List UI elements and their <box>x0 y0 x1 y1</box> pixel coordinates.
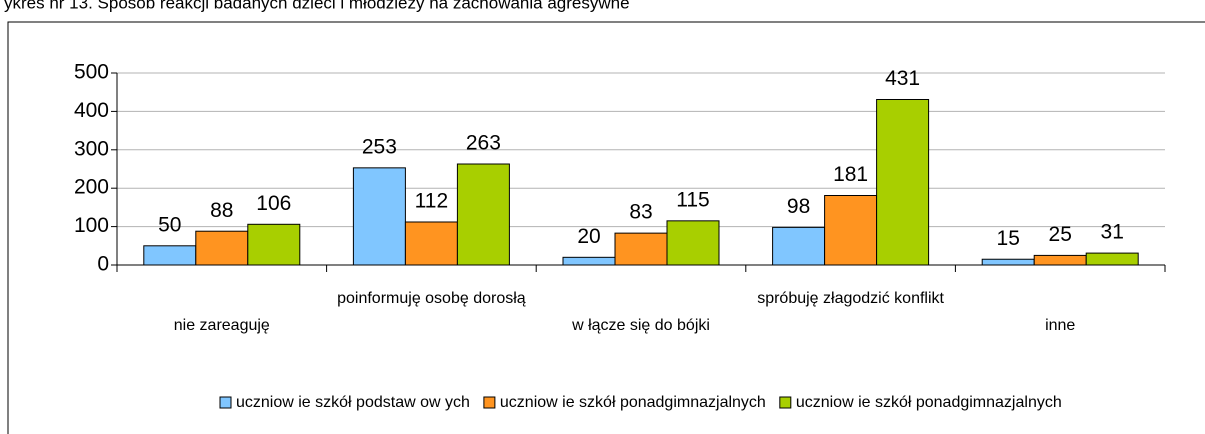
bar <box>614 232 668 266</box>
data-label: 253 <box>362 135 397 158</box>
y-tick-label: 500 <box>74 61 109 84</box>
data-label: 115 <box>676 188 709 211</box>
bar <box>562 256 616 266</box>
x-tick-label: inne <box>1045 317 1075 334</box>
data-label: 15 <box>997 227 1020 250</box>
x-tick-label: nie zareaguję <box>174 317 270 334</box>
data-label: 263 <box>466 132 501 155</box>
bar <box>666 220 720 266</box>
bar <box>143 245 197 266</box>
legend-swatch <box>483 396 496 409</box>
legend-swatch <box>779 396 792 409</box>
chart-frame <box>7 21 1205 434</box>
bar <box>456 163 510 266</box>
legend-label: uczniow ie szkół ponadgimnazjalnych <box>796 394 1062 411</box>
bar <box>247 223 301 266</box>
bar <box>1033 254 1087 266</box>
bar <box>981 258 1035 266</box>
y-tick-label: 200 <box>74 176 109 199</box>
x-tick-label: w łącze się do bójki <box>571 317 710 334</box>
data-label: 98 <box>787 195 810 218</box>
bar <box>195 230 249 266</box>
y-tick-label: 300 <box>74 137 109 160</box>
bar <box>1085 252 1139 266</box>
legend-swatch <box>219 396 232 409</box>
bar <box>876 98 930 266</box>
data-label: 20 <box>577 225 600 248</box>
data-label: 31 <box>1101 221 1124 244</box>
bar <box>352 167 406 266</box>
data-label: 25 <box>1049 223 1072 246</box>
chart-title: ykres nr 13. Sposób reakcji badanych dzi… <box>4 0 630 12</box>
data-label: 83 <box>629 201 652 224</box>
data-label: 431 <box>885 67 920 90</box>
y-tick-label: 0 <box>97 253 109 276</box>
x-tick-label: spróbuję złagodzić konflikt <box>757 290 944 307</box>
y-tick-label: 400 <box>74 99 109 122</box>
x-tick-label: poinformuję osobę dorosłą <box>337 290 526 307</box>
data-label: 50 <box>158 213 181 236</box>
data-label: 181 <box>833 163 868 186</box>
data-label: 106 <box>256 192 291 215</box>
bar <box>772 226 826 266</box>
data-label: 88 <box>210 199 233 222</box>
bar <box>404 221 458 266</box>
legend-label: uczniow ie szkół podstaw ow ych <box>236 394 470 411</box>
y-tick-label: 100 <box>74 214 109 237</box>
bar <box>824 194 878 266</box>
legend-label: uczniow ie szkół ponadgimnazjalnych <box>500 394 766 411</box>
data-label: 112 <box>415 190 448 213</box>
